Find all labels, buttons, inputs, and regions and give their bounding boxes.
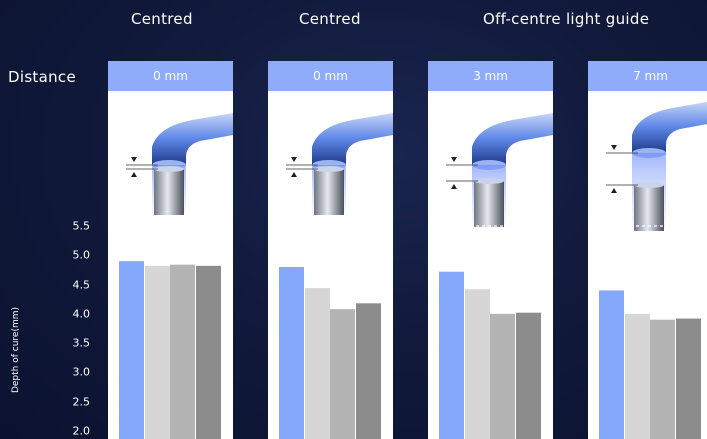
y-tick-label: 5.5 [72, 219, 91, 233]
light-guide-illustration-3 [446, 113, 553, 227]
panel-4: 7 mm [588, 61, 707, 439]
light-guide-illustration-4 [606, 102, 707, 231]
header-centred-1: Centred [131, 10, 193, 28]
bar [330, 309, 355, 439]
bar [599, 290, 624, 439]
bar [439, 271, 464, 439]
y-tick-label: 3.5 [72, 336, 91, 350]
bar [676, 318, 701, 439]
cylinder-top-icon [314, 166, 344, 172]
arrow-down-icon [131, 157, 137, 162]
specimen-cylinder-icon [314, 169, 344, 215]
distance-row-label: Distance [8, 68, 76, 86]
distance-value-4: 7 mm [588, 61, 707, 91]
arrow-down-icon [451, 157, 457, 162]
y-tick-label: 2.0 [72, 424, 91, 438]
light-guide-arm-icon [472, 113, 553, 165]
cylinder-top-icon [154, 166, 184, 172]
light-guide-arm-icon [632, 102, 707, 153]
bar [305, 288, 330, 439]
cylinder-top-icon [474, 178, 504, 184]
bar [279, 267, 304, 439]
light-guide-illustration-2 [286, 113, 393, 215]
bar [465, 289, 490, 439]
bar [516, 312, 541, 439]
bar-chart-4 [588, 225, 707, 439]
bar-chart-1 [108, 225, 233, 439]
specimen-cylinder-icon [634, 185, 664, 231]
panel-1: 0 mm [108, 61, 233, 439]
bar [170, 264, 195, 439]
light-guide-arm-icon [312, 113, 393, 165]
bar [196, 265, 221, 439]
light-guide-arm-icon [152, 113, 233, 165]
y-axis-label: Depth of cure(mm) [11, 306, 21, 394]
y-tick-label: 4.5 [72, 278, 91, 292]
panel-2: 0 mm [268, 61, 393, 439]
light-guide-illustration-1 [126, 113, 233, 215]
y-tick-label: 3.0 [72, 365, 91, 379]
y-tick-label: 2.5 [72, 395, 91, 409]
bar [490, 313, 515, 439]
bar [650, 319, 675, 439]
specimen-cylinder-icon [154, 169, 184, 215]
distance-value-3: 3 mm [428, 61, 553, 91]
distance-value-1: 0 mm [108, 61, 233, 91]
bar [625, 313, 650, 439]
arrow-up-icon [611, 188, 617, 193]
bar-chart-3 [428, 225, 553, 439]
bar [119, 261, 144, 439]
cylinder-top-icon [634, 182, 664, 188]
arrow-down-icon [291, 157, 297, 162]
arrow-up-icon [131, 172, 137, 177]
distance-value-2: 0 mm [268, 61, 393, 91]
y-tick-label: 4.0 [72, 307, 91, 321]
specimen-cylinder-icon [474, 181, 504, 227]
bar [356, 303, 381, 439]
panel-3: 3 mm [428, 61, 553, 439]
header-off-centre: Off-centre light guide [483, 10, 650, 28]
bar [145, 265, 170, 439]
arrow-down-icon [611, 145, 617, 150]
bar-chart-2 [268, 225, 393, 439]
y-tick-label: 5.0 [72, 248, 91, 262]
header-centred-2: Centred [299, 10, 361, 28]
arrow-up-icon [451, 184, 457, 189]
arrow-up-icon [291, 172, 297, 177]
